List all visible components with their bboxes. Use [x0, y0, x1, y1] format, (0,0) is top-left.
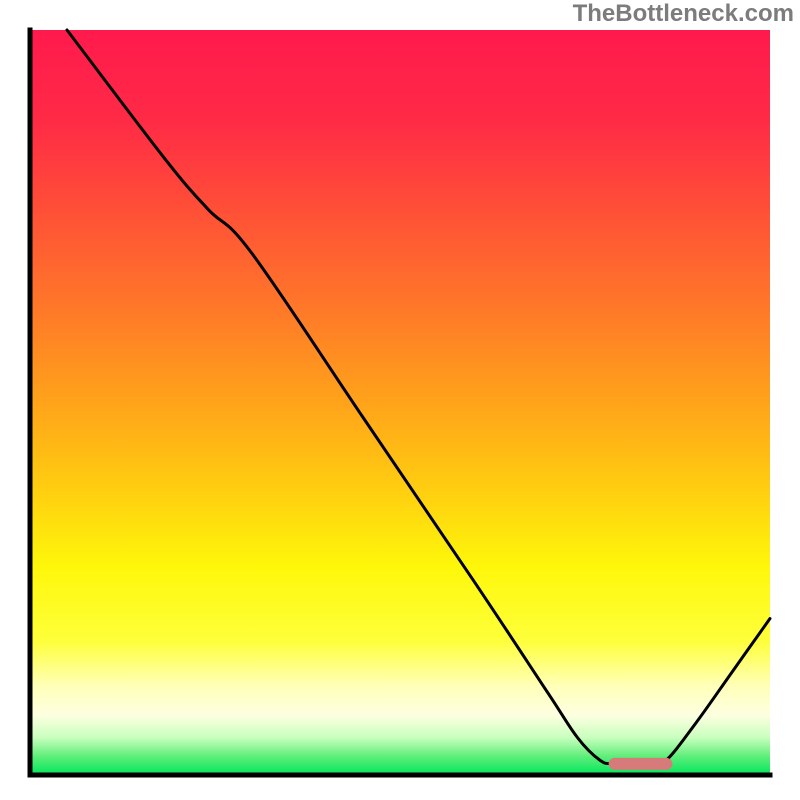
- bottleneck-chart: [0, 0, 800, 800]
- gradient-background: [30, 30, 770, 775]
- watermark-text: TheBottleneck.com: [573, 0, 794, 28]
- chart-container: TheBottleneck.com: [0, 0, 800, 800]
